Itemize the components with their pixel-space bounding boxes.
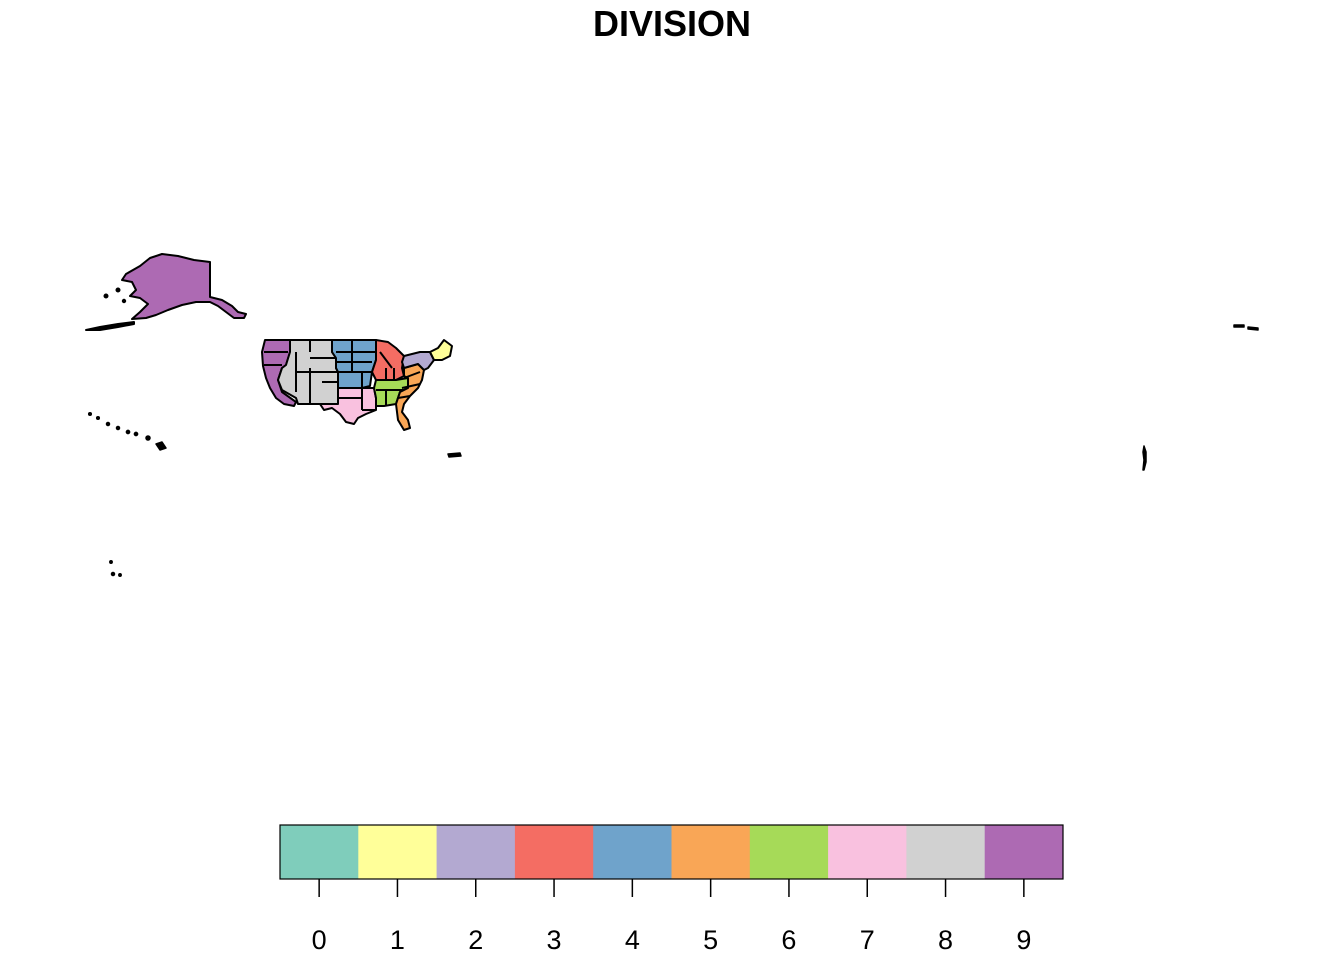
legend-color-bar [280,825,1064,879]
legend-swatch-2 [436,825,516,879]
legend-label-7: 7 [860,925,875,955]
legend-label-6: 6 [781,925,796,955]
legend-swatch-5 [671,825,751,879]
puerto-rico-island [447,452,462,458]
legend-swatch-6 [749,825,829,879]
legend-label-4: 4 [625,925,640,955]
region-east-north-central [371,339,405,383]
legend-label-9: 9 [1016,925,1031,955]
legend-ticks [318,879,1025,897]
legend-labels: 0 1 2 3 4 5 6 7 8 9 [312,925,1032,955]
pacific-islands-east [1142,324,1259,471]
legend-swatch-9 [984,825,1064,879]
legend-swatch-1 [358,825,438,879]
map-layer [85,253,1259,577]
legend-label-5: 5 [703,925,718,955]
map-title: DIVISION [592,3,752,44]
legend-label-0: 0 [312,925,327,955]
legend-frame [279,824,1064,880]
region-middle-atlantic [401,351,435,371]
region-west-north-central [331,339,377,389]
aleutian-islands [85,287,135,331]
legend: 0 1 2 3 4 5 6 7 8 9 [279,824,1064,955]
legend-label-2: 2 [468,925,483,955]
legend-swatch-4 [593,825,672,879]
region-alaska [121,253,247,320]
region-new-england [429,339,453,361]
legend-swatch-3 [514,825,594,879]
guam-islands [109,560,122,577]
legend-label-3: 3 [547,925,562,955]
legend-swatch-7 [828,825,907,879]
legend-label-1: 1 [390,925,405,955]
legend-label-8: 8 [938,925,953,955]
legend-swatch-0 [280,825,359,879]
legend-swatch-8 [906,825,986,879]
hawaii-islands [87,411,167,451]
